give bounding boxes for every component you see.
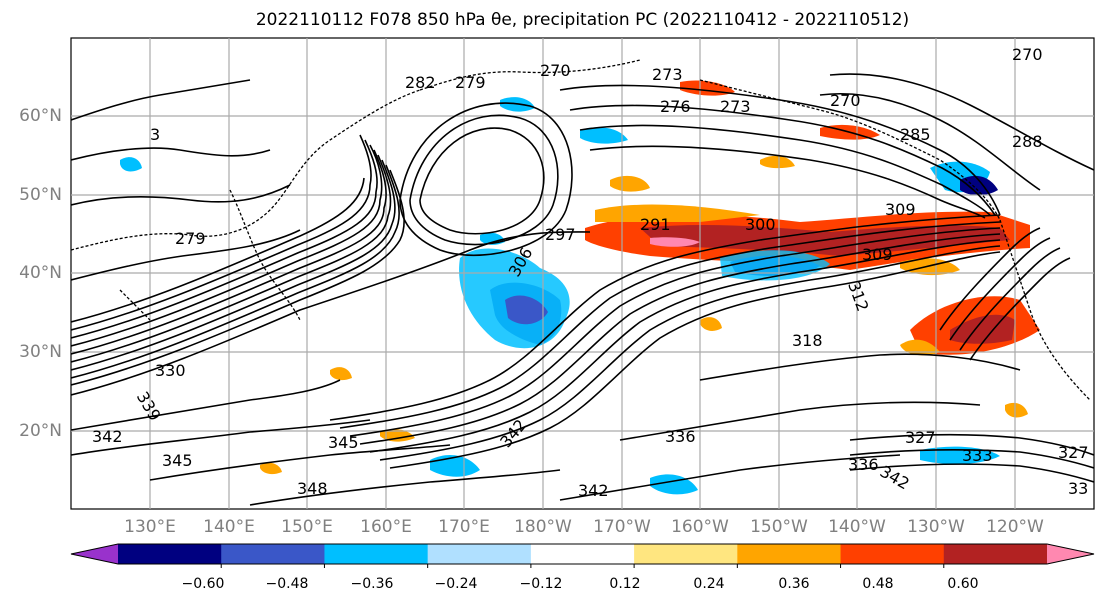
contour-label: 345 (328, 433, 359, 452)
precip-positive-small2 (380, 429, 415, 442)
lon-label: 120°W (986, 517, 1044, 537)
lon-label: 180°W (514, 517, 572, 537)
lat-label: 30°N (19, 342, 62, 362)
contour-label: 309 (885, 200, 916, 219)
lon-label: 140°W (828, 517, 886, 537)
contour-label: 3 (150, 125, 160, 144)
lat-label: 40°N (19, 263, 62, 283)
precip-positive-small4 (260, 462, 282, 475)
colorbar-tick-label: 0.60 (947, 576, 979, 592)
precip-negative-central-deep (505, 295, 548, 325)
precip-negative-coast2 (960, 175, 998, 196)
contour-label: 318 (792, 331, 823, 350)
colorbar-bin (427, 544, 532, 564)
colorbar-tick-label: −0.60 (181, 576, 225, 592)
precip-negative-east (920, 446, 1000, 465)
colorbar-bin (324, 544, 429, 564)
map-title: 2022110112 F078 850 hPa θe, precipitatio… (255, 10, 910, 30)
contour-label: 291 (640, 215, 671, 234)
precip-positive-pink (650, 237, 700, 247)
contour-label: 336 (665, 427, 696, 446)
colorbar-bin (634, 544, 738, 564)
lon-label: 150°W (750, 517, 808, 537)
lon-label: 170°E (438, 517, 490, 537)
contour-label: 327 (905, 428, 936, 447)
colorbar-tick-label: −0.24 (434, 576, 478, 592)
contour-label: 288 (1012, 132, 1043, 151)
precip-positive-north3 (610, 175, 650, 192)
contour-label: 270 (830, 91, 861, 110)
contour-label: 279 (175, 229, 206, 248)
lon-label: 130°E (124, 517, 176, 537)
lon-label: 150°E (281, 517, 333, 537)
colorbar-tick-label: −0.36 (350, 576, 394, 592)
colorbar-bin (737, 544, 842, 564)
colorbar-extend-max (1047, 544, 1094, 564)
lon-label: 140°E (203, 517, 255, 537)
lon-label: 160°W (671, 517, 729, 537)
colorbar-tick-label: 0.12 (609, 576, 641, 592)
colorbar-extend-min (71, 544, 118, 564)
contour-label: 279 (455, 73, 486, 92)
colorbar-tick-label: 0.48 (862, 576, 894, 592)
colorbar-outline (70, 543, 1095, 565)
colorbar-bin (221, 544, 325, 564)
lon-label: 170°W (593, 517, 651, 537)
lat-label: 60°N (19, 106, 62, 126)
contour-label: 345 (162, 451, 193, 470)
contour-label: 342 (578, 481, 609, 500)
colorbar-bin (840, 544, 945, 564)
contour-label: 270 (1012, 45, 1043, 64)
lat-label: 50°N (19, 185, 62, 205)
colorbar-bin (118, 544, 222, 564)
lon-label: 130°W (907, 517, 965, 537)
lon-label: 160°E (360, 517, 412, 537)
contour-label: 330 (155, 361, 186, 380)
contour-label: 297 (545, 225, 576, 244)
contour-label: 33 (1068, 479, 1088, 498)
colorbar (70, 543, 1095, 568)
colorbar-tick-label: 0.36 (778, 576, 810, 592)
colorbar-bin (530, 544, 635, 564)
contour-label: 273 (720, 97, 751, 116)
contour-label: 327 (1058, 443, 1089, 462)
precip-negative-north2 (580, 127, 628, 144)
colorbar-tick-label: −0.12 (519, 576, 563, 592)
contour-label: 270 (540, 61, 571, 80)
colorbar-bin (943, 544, 1048, 564)
theta-e-contours (71, 73, 1094, 506)
precip-positive-north4 (760, 155, 795, 169)
contour-label: 300 (745, 215, 776, 234)
colorbar-tick-label: −0.48 (265, 576, 309, 592)
contour-label: 336 (848, 455, 879, 474)
precip-positive-small3 (700, 317, 722, 331)
lat-label: 20°N (19, 421, 62, 441)
precip-positive-edge (595, 204, 760, 222)
coastlines (71, 59, 1091, 401)
contour-label: 333 (962, 446, 993, 465)
contour-label: 348 (297, 479, 328, 498)
contour-label: 273 (652, 65, 683, 84)
colorbar-tick-label: 0.24 (693, 576, 725, 592)
contour-label: 309 (862, 245, 893, 264)
precip-positive-small1 (330, 367, 352, 381)
precip-positive-north6 (1005, 402, 1028, 418)
precip-negative-west (120, 157, 142, 172)
contour-label: 285 (900, 125, 931, 144)
contour-label: 282 (405, 73, 436, 92)
contour-label: 342 (92, 427, 123, 446)
contour-label: 276 (660, 97, 691, 116)
